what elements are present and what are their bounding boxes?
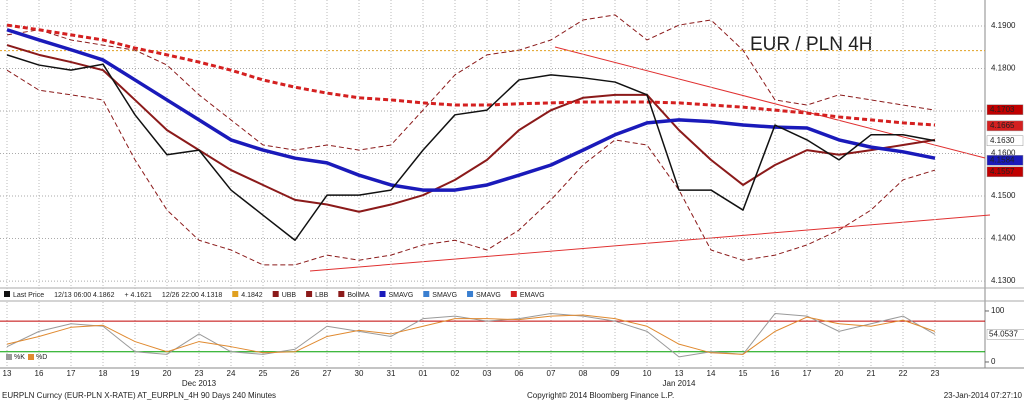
legend-label: 12/26 22:00 4.1318: [162, 292, 222, 299]
y-tick-label: 4.1900: [991, 21, 1016, 30]
value-badge: [986, 329, 1024, 340]
y-tick-label: 4.1600: [991, 149, 1016, 158]
legend-label: EMAVG: [520, 292, 545, 299]
x-tick-label: 14: [707, 369, 716, 378]
x-tick-label: 20: [835, 369, 844, 378]
legend-label: %K: [14, 354, 25, 361]
series-line: [6, 23, 936, 127]
x-tick-label: 13: [675, 369, 684, 378]
value-badge: [986, 135, 1024, 146]
x-tick-label: 17: [67, 369, 76, 378]
legend-label: SMAVG: [432, 292, 457, 299]
x-tick-label: 16: [35, 369, 44, 378]
value-badge-label: 4.1557: [990, 167, 1015, 176]
footer-left: EURPLN Curncy (EUR-PLN X-RATE) AT_EURPLN…: [2, 391, 276, 400]
value-badge: [986, 166, 1024, 178]
legend-label: LBB: [315, 292, 329, 299]
x-tick-label: 13: [3, 369, 12, 378]
value-badge-label: 4.1665: [990, 121, 1015, 130]
chart-title: EUR / PLN 4H: [750, 34, 872, 55]
legend-swatch: [6, 354, 12, 360]
y-tick-label: 4.1800: [991, 64, 1016, 73]
x-tick-label: 16: [771, 369, 780, 378]
x-tick-label: 21: [867, 369, 876, 378]
footer-center: Copyright© 2014 Bloomberg Finance L.P.: [527, 391, 674, 400]
x-tick-label: 15: [739, 369, 748, 378]
series-line: [6, 69, 936, 266]
legend-label: Last Price: [13, 292, 44, 299]
x-tick-label: 07: [547, 369, 556, 378]
x-tick-label: 23: [195, 369, 204, 378]
value-badge-label: 54.0537: [989, 330, 1018, 339]
x-tick-label: 06: [515, 369, 524, 378]
legend-label: BollMA: [347, 292, 370, 299]
legend-swatch: [306, 291, 313, 297]
x-tick-label: 19: [131, 369, 140, 378]
x-tick-label: 31: [387, 369, 396, 378]
legend-label: 4.1842: [241, 292, 263, 299]
x-tick-label: 10: [643, 369, 652, 378]
x-tick-label: 20: [163, 369, 172, 378]
y-tick-label: 4.1300: [991, 276, 1016, 285]
series-line: [6, 14, 936, 151]
x-tick-label: 18: [99, 369, 108, 378]
x-tick-label: 03: [483, 369, 492, 378]
y-tick-label: 4.1500: [991, 191, 1016, 200]
x-tick-label: 30: [355, 369, 364, 378]
footer-right: 23-Jan-2014 07:27:10: [944, 391, 1023, 400]
x-tick-label: 02: [451, 369, 460, 378]
legend-swatch: [232, 291, 239, 297]
value-badge: [986, 120, 1024, 132]
legend-swatch: [272, 291, 279, 297]
x-tick-label: 22: [899, 369, 908, 378]
x-tick-label: 27: [323, 369, 332, 378]
x-tick-label: 01: [419, 369, 428, 378]
month-label: Dec 2013: [182, 379, 217, 388]
y-tick-label: 4.1400: [991, 234, 1016, 243]
x-tick-label: 24: [227, 369, 236, 378]
series-line: [6, 44, 936, 213]
x-tick-label: 09: [611, 369, 620, 378]
x-tick-label: 25: [259, 369, 268, 378]
legend-label: %D: [36, 354, 47, 361]
value-badge-label: 4.1630: [990, 136, 1015, 145]
x-tick-label: 26: [291, 369, 300, 378]
y-tick-label: 100: [991, 306, 1005, 315]
legend-swatch: [510, 291, 517, 297]
value-badge-label: 4.1584: [990, 155, 1015, 164]
x-tick-label: 17: [803, 369, 812, 378]
series-line: [6, 54, 936, 241]
series-line: [6, 314, 936, 355]
legend-swatch: [467, 291, 474, 297]
legend-swatch: [4, 291, 10, 297]
y-tick-label: 0: [991, 357, 996, 366]
value-badge: [986, 104, 1024, 115]
value-badge: [986, 155, 1024, 166]
trend-line: [554, 46, 986, 159]
x-tick-label: 08: [579, 369, 588, 378]
legend-swatch: [423, 291, 430, 297]
month-label: Jan 2014: [663, 379, 696, 388]
legend-label: + 4.1621: [124, 292, 152, 299]
legend-label: SMAVG: [476, 292, 501, 299]
legend-label: SMAVG: [389, 292, 414, 299]
legend-label: 12/13 06:00 4.1862: [54, 292, 114, 299]
x-tick-label: 23: [931, 369, 940, 378]
legend-swatch: [28, 354, 34, 360]
value-badge-label: 4.1703: [990, 105, 1015, 114]
legend-label: UBB: [282, 292, 297, 299]
legend-swatch: [379, 291, 386, 297]
legend-swatch: [338, 291, 345, 297]
